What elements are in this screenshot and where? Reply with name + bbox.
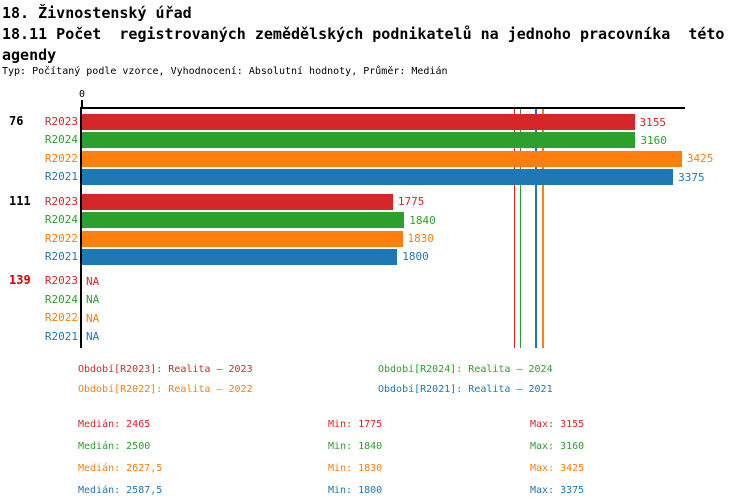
- year-label: R2024: [44, 213, 78, 227]
- stat-max-R2024: Max: 3160: [530, 441, 585, 452]
- grouped-bar-chart: 0 76 R2023 3155 R2024 3160 R2022 3425 R2021 3375 1…: [0, 88, 750, 360]
- bar-value-label: 3425: [686, 152, 714, 166]
- stat-max-R2021: Max: 3375: [530, 485, 585, 496]
- bar-value-label: 1800: [402, 250, 429, 264]
- axis-origin-label: 0: [78, 89, 86, 100]
- year-label: R2022: [44, 311, 78, 325]
- bar-value-label: 1775: [397, 195, 425, 209]
- median-line-R2024: [519, 108, 522, 348]
- year-label: R2024: [44, 133, 78, 147]
- group-label: 111: [9, 193, 31, 208]
- year-label: R2023: [44, 194, 78, 208]
- legend-item-R2023: Období[R2023]: Realita – 2023: [78, 364, 253, 375]
- median-line-R2022: [542, 108, 544, 348]
- median-line-R2021: [535, 108, 537, 348]
- year-label: R2021: [44, 170, 78, 184]
- stat-min-R2023: Min: 1775: [328, 419, 383, 430]
- bar: [82, 114, 635, 130]
- stat-min-R2024: Min: 1840: [328, 441, 383, 452]
- bar: [82, 193, 393, 210]
- year-label: R2022: [44, 231, 78, 245]
- bar: [82, 169, 674, 186]
- stat-max-R2023: Max: 3155: [530, 419, 585, 430]
- year-label: R2023: [44, 274, 78, 288]
- bar: [82, 248, 398, 265]
- median-line-R2023: [513, 108, 516, 348]
- stat-median-R2024: Medián: 2500: [78, 441, 151, 452]
- bar-value-label: 1830: [407, 232, 435, 245]
- year-label: R2021: [44, 249, 78, 263]
- legend-item-R2022: Období[R2022]: Realita – 2022: [78, 384, 253, 395]
- group-label: 76: [9, 114, 24, 128]
- bar: [82, 150, 682, 167]
- bar: [82, 132, 636, 149]
- stat-max-R2022: Max: 3425: [530, 463, 585, 474]
- legend-item-R2024: Období[R2024]: Realita – 2024: [378, 364, 553, 375]
- stat-median-R2022: Medián: 2627,5: [78, 463, 163, 474]
- bar: [82, 230, 403, 247]
- chart-stats: Medián: 2465 Min: 1775 Max: 3155 Medián: 25…: [0, 418, 750, 498]
- na-label: NA: [86, 274, 100, 288]
- bar-value-label: 3160: [640, 133, 667, 147]
- na-label: NA: [86, 311, 100, 325]
- bar-value-label: 3375: [678, 170, 705, 184]
- year-label: R2021: [44, 329, 78, 343]
- na-label: NA: [86, 293, 100, 307]
- bar: [82, 212, 405, 229]
- chart-legend: Období[R2023]: Realita – 2023 Období[R202…: [0, 363, 750, 399]
- chart-title: 18.11 Počet registrovaných zemědělských …: [2, 25, 725, 64]
- stat-min-R2021: Min: 1800: [328, 485, 383, 496]
- axis-line-left: [80, 107, 82, 348]
- group-label: 139: [9, 273, 31, 288]
- stat-median-R2023: Medián: 2465: [78, 419, 151, 430]
- year-label: R2024: [44, 292, 78, 306]
- page-title: 18. Živnostenský úřad: [2, 4, 192, 22]
- stat-median-R2021: Medián: 2587,5: [78, 485, 163, 496]
- bar-value-label: 3155: [639, 115, 667, 129]
- bar-value-label: 1840: [409, 213, 436, 227]
- axis-line-top: [81, 107, 685, 109]
- year-label: R2023: [44, 115, 78, 128]
- stat-min-R2022: Min: 1830: [328, 463, 383, 474]
- na-label: NA: [86, 330, 100, 344]
- chart-meta-line: Typ: Počítaný podle vzorce, Vyhodnocení:…: [2, 66, 448, 77]
- axis-tick-mark: [81, 100, 83, 107]
- year-label: R2022: [44, 151, 78, 165]
- legend-item-R2021: Období[R2021]: Realita – 2021: [378, 384, 553, 395]
